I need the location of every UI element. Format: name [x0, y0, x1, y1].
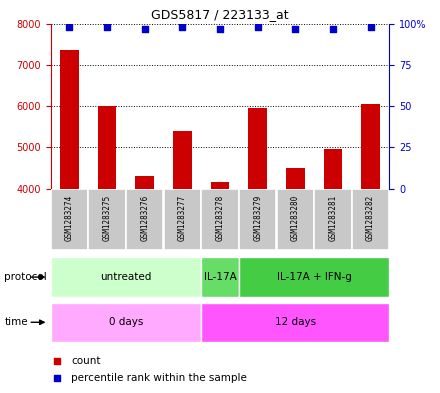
Bar	[51, 189, 88, 250]
Bar	[239, 257, 389, 297]
Text: GSM1283279: GSM1283279	[253, 195, 262, 241]
Bar	[164, 189, 201, 250]
Text: count: count	[71, 356, 100, 366]
Bar	[239, 189, 276, 250]
Text: 12 days: 12 days	[275, 317, 316, 327]
Bar	[51, 257, 201, 297]
Bar	[361, 104, 380, 354]
Point	[54, 375, 61, 381]
Point	[367, 24, 374, 30]
Bar	[211, 182, 229, 354]
Text: protocol: protocol	[4, 272, 47, 282]
Point	[292, 26, 299, 32]
Text: GSM1283276: GSM1283276	[140, 195, 149, 241]
Point	[103, 24, 110, 30]
Bar	[136, 176, 154, 354]
Bar	[286, 168, 305, 354]
Bar	[201, 257, 239, 297]
Bar	[173, 131, 192, 354]
Point	[254, 24, 261, 30]
Text: time: time	[4, 317, 28, 327]
Point	[216, 26, 224, 32]
Text: IL-17A + IFN-g: IL-17A + IFN-g	[277, 272, 352, 282]
Text: GSM1283277: GSM1283277	[178, 195, 187, 241]
Text: untreated: untreated	[100, 272, 151, 282]
Point	[330, 26, 337, 32]
Point	[141, 26, 148, 32]
Bar	[201, 303, 389, 342]
Bar	[277, 189, 314, 250]
Point	[179, 24, 186, 30]
Text: GSM1283278: GSM1283278	[216, 195, 224, 241]
Point	[66, 24, 73, 30]
Text: percentile rank within the sample: percentile rank within the sample	[71, 373, 247, 383]
Bar	[314, 189, 352, 250]
Bar	[88, 189, 126, 250]
Bar	[60, 50, 79, 354]
Bar	[248, 108, 267, 354]
Text: 0 days: 0 days	[109, 317, 143, 327]
Bar	[352, 189, 389, 250]
Text: GSM1283282: GSM1283282	[366, 195, 375, 241]
Text: GSM1283274: GSM1283274	[65, 195, 74, 241]
Bar	[126, 189, 163, 250]
Bar	[202, 189, 238, 250]
Point	[54, 358, 61, 364]
Text: GSM1283281: GSM1283281	[328, 195, 337, 241]
Text: GSM1283275: GSM1283275	[103, 195, 112, 241]
Bar	[51, 303, 201, 342]
Title: GDS5817 / 223133_at: GDS5817 / 223133_at	[151, 8, 289, 21]
Text: IL-17A: IL-17A	[204, 272, 236, 282]
Text: GSM1283280: GSM1283280	[291, 195, 300, 241]
Bar	[98, 106, 117, 354]
Bar	[323, 149, 342, 354]
